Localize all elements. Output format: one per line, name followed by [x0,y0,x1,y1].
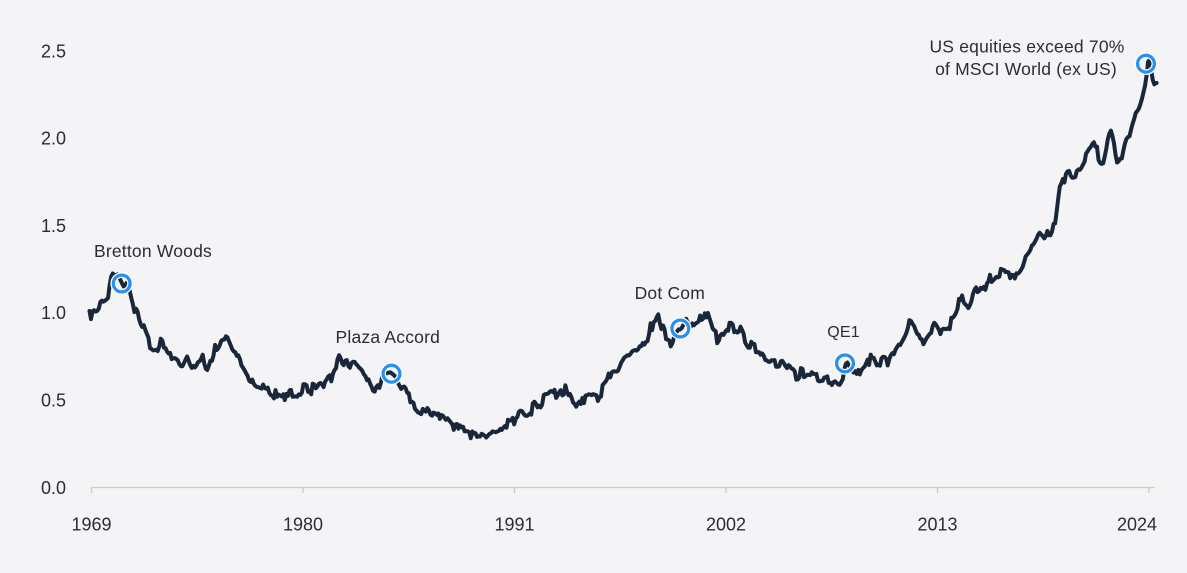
svg-text:2013: 2013 [917,515,957,535]
svg-text:Bretton Woods: Bretton Woods [94,241,212,261]
svg-text:2024: 2024 [1117,515,1157,535]
svg-text:US equities exceed 70%: US equities exceed 70% [929,37,1124,57]
svg-text:1980: 1980 [283,515,323,535]
svg-text:2002: 2002 [706,515,746,535]
svg-text:Dot Com: Dot Com [635,283,705,303]
svg-text:2.5: 2.5 [41,41,66,61]
svg-text:1991: 1991 [494,515,534,535]
svg-text:0.5: 0.5 [41,391,66,411]
svg-text:Plaza Accord: Plaza Accord [336,327,441,347]
svg-text:2.0: 2.0 [41,129,66,149]
svg-text:1969: 1969 [71,515,111,535]
svg-text:1.5: 1.5 [41,216,66,236]
svg-text:0.0: 0.0 [41,478,66,498]
svg-text:of MSCI World (ex US): of MSCI World (ex US) [935,59,1117,79]
svg-text:1.0: 1.0 [41,303,66,323]
svg-text:QE1: QE1 [827,324,860,341]
